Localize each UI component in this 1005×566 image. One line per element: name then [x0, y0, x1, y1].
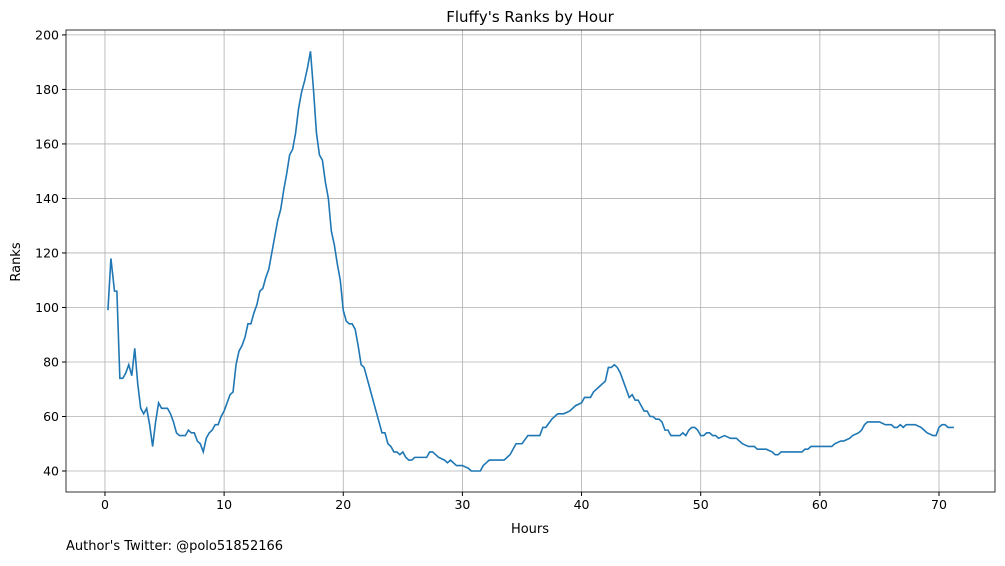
y-tick-label: 40 [43, 464, 59, 479]
x-tick-label: 40 [574, 497, 590, 512]
x-tick-label: 60 [812, 497, 828, 512]
y-tick-label: 80 [43, 354, 59, 369]
y-tick-label: 180 [35, 82, 59, 97]
x-tick-label: 50 [693, 497, 709, 512]
x-tick-label: 70 [931, 497, 947, 512]
x-tick-label: 0 [101, 497, 109, 512]
plot-frame [65, 29, 996, 493]
x-axis-label: Hours [511, 522, 549, 537]
footnote: Author's Twitter: @polo51852166 [66, 539, 283, 554]
chart-title: Fluffy's Ranks by Hour [446, 8, 614, 26]
y-tick-label: 100 [35, 300, 59, 315]
x-tick-label: 30 [454, 497, 470, 512]
y-tick-label: 140 [35, 191, 59, 206]
y-axis-label: Ranks [9, 242, 24, 281]
y-tick-label: 60 [43, 409, 59, 424]
y-tick-label: 160 [35, 136, 59, 151]
x-tick-label: 10 [216, 497, 232, 512]
y-tick-label: 200 [35, 27, 59, 42]
data-line [107, 51, 954, 472]
x-tick-label: 20 [335, 497, 351, 512]
y-tick-label: 120 [35, 245, 59, 260]
